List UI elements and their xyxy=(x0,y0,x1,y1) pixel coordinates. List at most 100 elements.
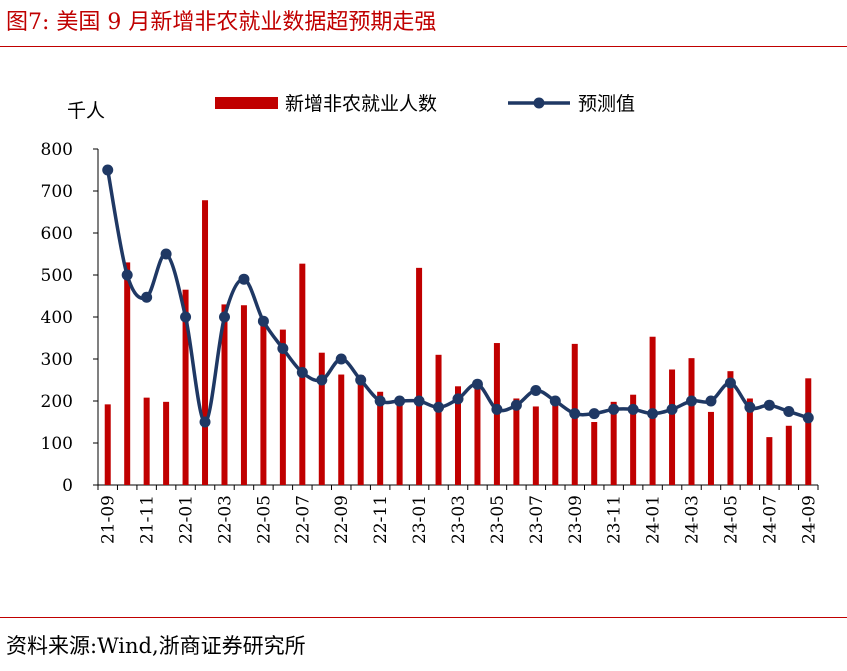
bar xyxy=(552,400,559,485)
bar xyxy=(669,369,676,485)
bar xyxy=(746,398,753,485)
source-note: 资料来源:Wind,浙商证券研究所 xyxy=(6,634,306,658)
bar xyxy=(707,411,714,485)
bar xyxy=(785,425,792,485)
y-tick-label: 700 xyxy=(41,182,73,202)
bar xyxy=(260,321,267,485)
x-tick-label: 21-09 xyxy=(99,495,119,544)
bar xyxy=(416,267,423,485)
x-tick-label: 22-01 xyxy=(177,495,197,544)
forecast-marker xyxy=(744,401,756,413)
forecast-marker xyxy=(549,395,561,407)
forecast-marker xyxy=(394,395,406,407)
forecast-marker xyxy=(647,408,659,420)
legend-bar-swatch xyxy=(215,97,278,109)
bar xyxy=(532,406,539,485)
forecast-marker xyxy=(102,164,114,176)
forecast-marker xyxy=(335,353,347,365)
x-tick-label: 24-01 xyxy=(644,495,664,544)
legend-line-marker xyxy=(533,97,545,109)
x-tick-label: 23-03 xyxy=(449,495,469,544)
bar xyxy=(202,200,209,486)
forecast-marker xyxy=(510,399,522,411)
bar xyxy=(377,391,384,485)
bar xyxy=(124,262,131,485)
x-tick-label: 24-07 xyxy=(760,495,780,544)
bar xyxy=(455,386,461,485)
forecast-marker xyxy=(666,403,678,415)
forecast-marker xyxy=(627,403,639,415)
bar xyxy=(474,388,481,485)
bar xyxy=(104,404,111,485)
y-tick-label: 300 xyxy=(41,350,73,370)
x-tick-label: 23-05 xyxy=(488,495,508,544)
forecast-marker xyxy=(569,408,581,420)
x-tick-label: 23-07 xyxy=(527,495,547,544)
bar xyxy=(143,397,150,485)
bar xyxy=(630,394,637,485)
forecast-line xyxy=(106,169,809,424)
forecast-marker xyxy=(296,366,308,378)
bar xyxy=(610,401,617,485)
forecast-marker xyxy=(452,393,464,405)
axes: 0 100 200 300 400 500 600 700 800 21-09 21-11 22-01… xyxy=(41,140,820,544)
forecast-marker xyxy=(686,395,698,407)
x-tick-label: 23-11 xyxy=(605,495,625,544)
bottom-rule xyxy=(0,617,847,618)
x-tick-label: 22-05 xyxy=(254,495,274,544)
bar xyxy=(357,374,364,485)
bar xyxy=(766,437,773,485)
bar-series xyxy=(104,200,812,486)
y-tick-label: 0 xyxy=(62,476,73,496)
forecast-marker xyxy=(141,291,153,303)
bar xyxy=(435,354,442,485)
bar xyxy=(396,401,403,485)
forecast-marker xyxy=(608,403,620,415)
y-tick-label: 200 xyxy=(41,392,73,412)
x-tick-label: 24-09 xyxy=(799,495,819,544)
bar xyxy=(688,358,695,485)
forecast-marker xyxy=(238,273,250,285)
y-tick-label: 800 xyxy=(41,140,73,160)
x-tick-label: 22-07 xyxy=(293,495,313,544)
forecast-marker xyxy=(316,374,328,386)
bar xyxy=(240,305,247,485)
forecast-marker xyxy=(199,416,211,428)
x-tick-label: 24-03 xyxy=(683,495,703,544)
bar xyxy=(279,329,286,485)
y-tick-label: 600 xyxy=(41,224,73,244)
forecast-marker xyxy=(491,403,503,415)
forecast-marker xyxy=(374,395,386,407)
forecast-marker xyxy=(413,395,425,407)
legend-bar-label: 新增非农就业人数 xyxy=(285,93,437,115)
legend-line-label: 预测值 xyxy=(578,93,635,115)
y-tick-label: 400 xyxy=(41,308,73,328)
y-tick-label: 100 xyxy=(41,434,73,454)
bar xyxy=(163,401,170,485)
forecast-marker xyxy=(471,378,483,390)
forecast-marker xyxy=(433,401,445,413)
bar xyxy=(318,352,325,485)
x-tick-label: 22-09 xyxy=(332,495,352,544)
chart: 千人 新增非农就业人数 预测值 0 100 200 300 400 500 600 700 800… xyxy=(41,93,820,544)
bar xyxy=(182,289,189,485)
top-rule xyxy=(0,46,847,47)
forecast-marker xyxy=(763,399,775,411)
x-tick-label: 23-09 xyxy=(566,495,586,544)
bar xyxy=(591,422,598,485)
forecast-marker xyxy=(218,311,230,323)
x-tick-label: 24-05 xyxy=(721,495,741,544)
figure-title: 图7: 美国 9 月新增非农就业数据超预期走强 xyxy=(6,10,437,35)
forecast-marker xyxy=(180,311,192,323)
bar xyxy=(338,374,345,485)
legend: 新增非农就业人数 预测值 xyxy=(215,93,635,115)
forecast-marker xyxy=(724,377,736,389)
line-series xyxy=(102,164,814,428)
forecast-marker xyxy=(121,269,133,281)
forecast-marker xyxy=(783,406,795,417)
forecast-marker xyxy=(355,374,367,386)
forecast-marker xyxy=(257,315,269,327)
x-tick-label: 21-11 xyxy=(138,495,158,544)
x-tick-label: 22-03 xyxy=(215,495,235,544)
y-unit-label: 千人 xyxy=(67,100,105,122)
